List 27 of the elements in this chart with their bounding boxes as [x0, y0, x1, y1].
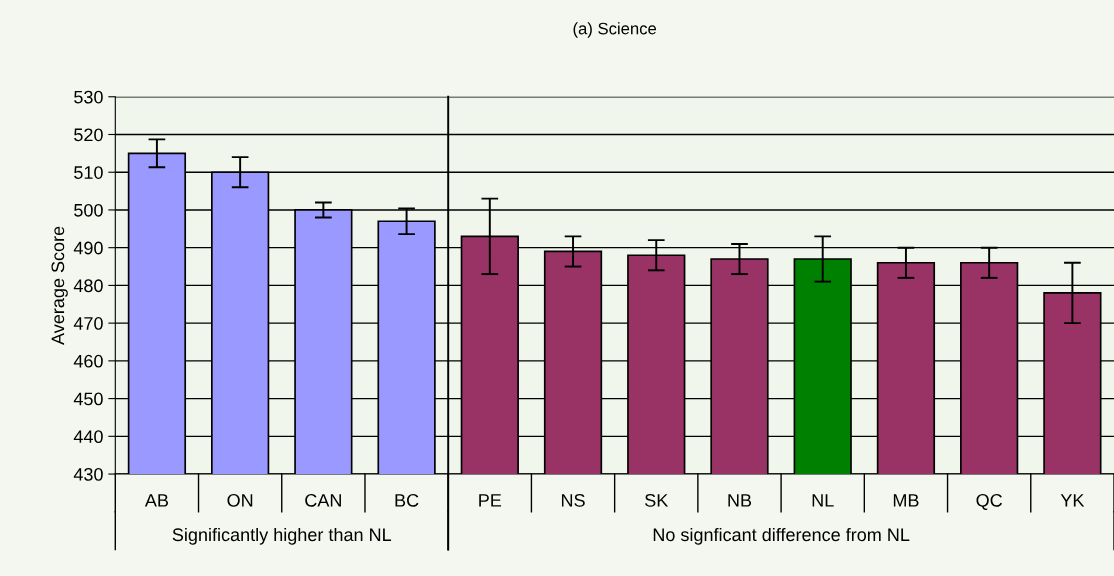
y-tick-label: 530 — [74, 90, 103, 104]
y-tick-label: 470 — [73, 317, 103, 330]
x-tick-label: MB — [893, 494, 919, 507]
y-axis-title: Average Score — [51, 226, 68, 345]
x-tick-label: NS — [561, 493, 585, 507]
y-tick-label: 460 — [73, 354, 103, 368]
y-tick-label: 430 — [73, 467, 103, 481]
x-tick-label: NL — [812, 494, 834, 507]
y-tick-label: 480 — [73, 279, 103, 293]
x-tick-label: PE — [479, 494, 502, 507]
x-tick-label: CAN — [305, 493, 341, 507]
x-tick-label: AB — [144, 494, 168, 507]
y-tick-label: 440 — [73, 430, 103, 444]
text: No signficant difference from NL — [653, 527, 910, 545]
y-tick-label: 490 — [73, 241, 103, 255]
text: Significantly higher than NL — [172, 527, 392, 545]
y-tick-label: 450 — [73, 392, 103, 406]
y-tick-label: 520 — [74, 128, 103, 142]
x-tick-label: YK — [1060, 494, 1085, 507]
y-tick-label: 500 — [74, 203, 103, 217]
x-tick-label: SK — [645, 493, 669, 507]
x-tick-label: NB — [728, 494, 752, 507]
x-tick-label: ON — [227, 493, 253, 507]
chart-title: (a) Science — [573, 22, 657, 38]
y-tick-label: 510 — [74, 166, 103, 179]
x-tick-label: QC — [976, 493, 1003, 510]
x-tick-label: BC — [395, 493, 419, 507]
